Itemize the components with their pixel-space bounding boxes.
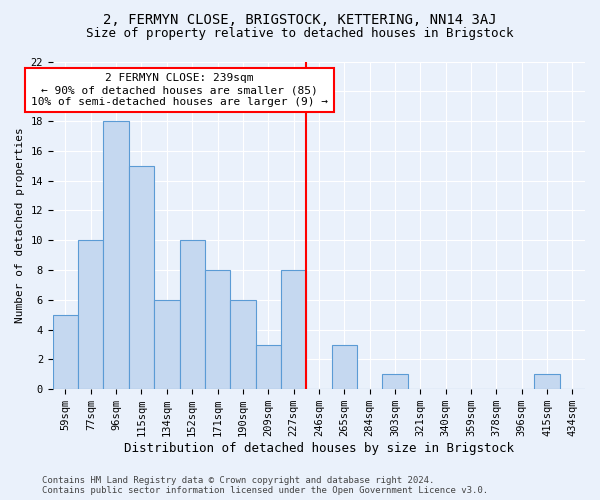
X-axis label: Distribution of detached houses by size in Brigstock: Distribution of detached houses by size … (124, 442, 514, 455)
Bar (154, 300, 179, 389)
Bar (230, 300, 256, 389)
Text: 2, FERMYN CLOSE, BRIGSTOCK, KETTERING, NN14 3AJ: 2, FERMYN CLOSE, BRIGSTOCK, KETTERING, N… (103, 12, 497, 26)
Bar (103, 121, 129, 389)
Bar (53, 314, 78, 389)
Bar (129, 166, 154, 389)
Text: 2 FERMYN CLOSE: 239sqm
← 90% of detached houses are smaller (85)
10% of semi-det: 2 FERMYN CLOSE: 239sqm ← 90% of detached… (31, 74, 328, 106)
Bar (78, 240, 103, 389)
Text: Contains HM Land Registry data © Crown copyright and database right 2024.
Contai: Contains HM Land Registry data © Crown c… (42, 476, 488, 495)
Y-axis label: Number of detached properties: Number of detached properties (15, 128, 25, 323)
Bar (382, 374, 407, 389)
Bar (179, 240, 205, 389)
Bar (205, 270, 230, 389)
Text: Size of property relative to detached houses in Brigstock: Size of property relative to detached ho… (86, 28, 514, 40)
Bar (256, 344, 281, 389)
Bar (332, 344, 357, 389)
Bar (281, 270, 306, 389)
Bar (535, 374, 560, 389)
